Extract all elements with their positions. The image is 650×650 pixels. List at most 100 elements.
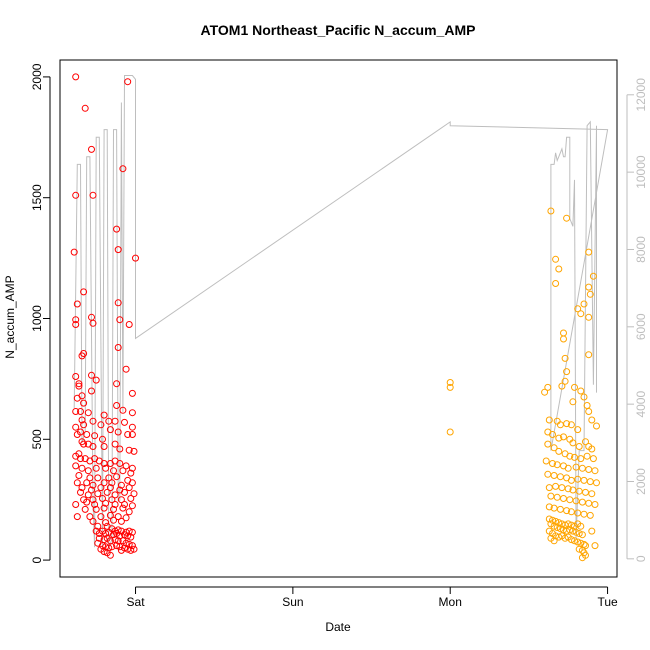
- point-orange: [563, 368, 571, 376]
- point-red: [75, 472, 83, 479]
- point-red: [72, 373, 80, 380]
- point-orange: [569, 439, 577, 447]
- point-orange: [555, 447, 563, 455]
- point-red: [114, 246, 122, 254]
- point-orange: [545, 416, 553, 424]
- point-red: [91, 501, 99, 508]
- point-red: [122, 514, 130, 522]
- point-orange: [585, 313, 593, 321]
- point-red: [119, 504, 127, 512]
- point-red: [89, 417, 97, 425]
- right-axis-series-layer: [73, 75, 609, 548]
- point-red: [110, 531, 117, 539]
- point-orange: [583, 452, 591, 460]
- point-red: [99, 435, 106, 443]
- point-orange: [556, 421, 564, 429]
- point-orange: [545, 503, 553, 511]
- point-orange: [560, 329, 567, 337]
- point-red: [102, 464, 110, 472]
- point-orange: [574, 538, 582, 546]
- point-red: [89, 191, 97, 199]
- point-orange: [591, 501, 599, 508]
- point-orange: [552, 280, 560, 287]
- point-red: [117, 481, 125, 489]
- point-orange: [558, 382, 566, 390]
- point-orange: [578, 531, 586, 539]
- point-red: [80, 440, 88, 448]
- point-red: [113, 542, 121, 550]
- point-red: [89, 443, 97, 450]
- point-orange: [563, 507, 571, 515]
- point-red: [84, 409, 92, 417]
- y2-tick-label: 8000: [634, 236, 648, 263]
- point-orange: [589, 455, 597, 463]
- point-red: [100, 548, 108, 556]
- y-tick-label: 2000: [30, 63, 44, 90]
- point-orange: [574, 475, 582, 483]
- point-red: [110, 467, 117, 475]
- point-orange: [566, 526, 574, 534]
- point-orange: [593, 479, 600, 487]
- point-orange: [578, 464, 586, 472]
- point-orange: [589, 272, 597, 280]
- point-orange: [446, 428, 454, 436]
- point-orange: [555, 533, 563, 541]
- point-red: [130, 447, 138, 455]
- point-red: [73, 394, 81, 402]
- point-red: [125, 484, 133, 492]
- point-red: [121, 501, 128, 508]
- point-orange: [577, 310, 585, 318]
- point-red: [106, 511, 114, 519]
- y-tick-label: 1000: [30, 305, 44, 332]
- points-layer: [70, 73, 600, 562]
- point-red: [117, 496, 125, 504]
- point-red: [99, 495, 106, 502]
- point-red: [88, 486, 95, 494]
- point-red: [103, 488, 111, 496]
- point-red: [73, 300, 81, 308]
- point-red: [88, 371, 95, 379]
- point-red: [78, 352, 86, 360]
- y2-tick-label: 0: [634, 555, 648, 562]
- point-red: [116, 543, 124, 551]
- point-red: [83, 479, 91, 487]
- point-red: [128, 464, 136, 472]
- point-orange: [560, 495, 567, 502]
- point-red: [124, 431, 132, 438]
- point-red: [121, 488, 128, 496]
- point-red: [111, 491, 119, 499]
- x-tick-label: Mon: [439, 595, 462, 609]
- point-orange: [545, 484, 553, 492]
- point-orange: [567, 476, 575, 484]
- x-tick-label: Sun: [282, 595, 303, 609]
- point-orange: [550, 504, 558, 512]
- point-red: [117, 517, 125, 525]
- y-tick-label: 0: [30, 556, 44, 563]
- point-red: [110, 516, 117, 524]
- point-red: [113, 225, 121, 233]
- point-orange: [583, 402, 591, 409]
- point-orange: [588, 490, 596, 498]
- point-orange: [575, 545, 583, 553]
- point-red: [72, 316, 80, 324]
- point-orange: [571, 383, 578, 391]
- point-orange: [544, 383, 552, 391]
- point-orange: [575, 487, 583, 495]
- point-orange: [561, 354, 569, 362]
- point-red: [114, 344, 122, 351]
- point-orange: [544, 470, 552, 478]
- point-orange: [549, 460, 556, 467]
- point-orange: [560, 433, 567, 441]
- point-orange: [571, 537, 578, 545]
- point-orange: [578, 554, 586, 562]
- point-orange: [574, 305, 582, 313]
- point-orange: [577, 387, 585, 395]
- point-red: [102, 519, 110, 527]
- point-red: [75, 382, 83, 390]
- point-orange: [563, 420, 571, 428]
- point-orange: [553, 524, 561, 531]
- point-orange: [446, 379, 454, 386]
- y2-tick-label: 6000: [634, 313, 648, 340]
- point-red: [73, 513, 81, 521]
